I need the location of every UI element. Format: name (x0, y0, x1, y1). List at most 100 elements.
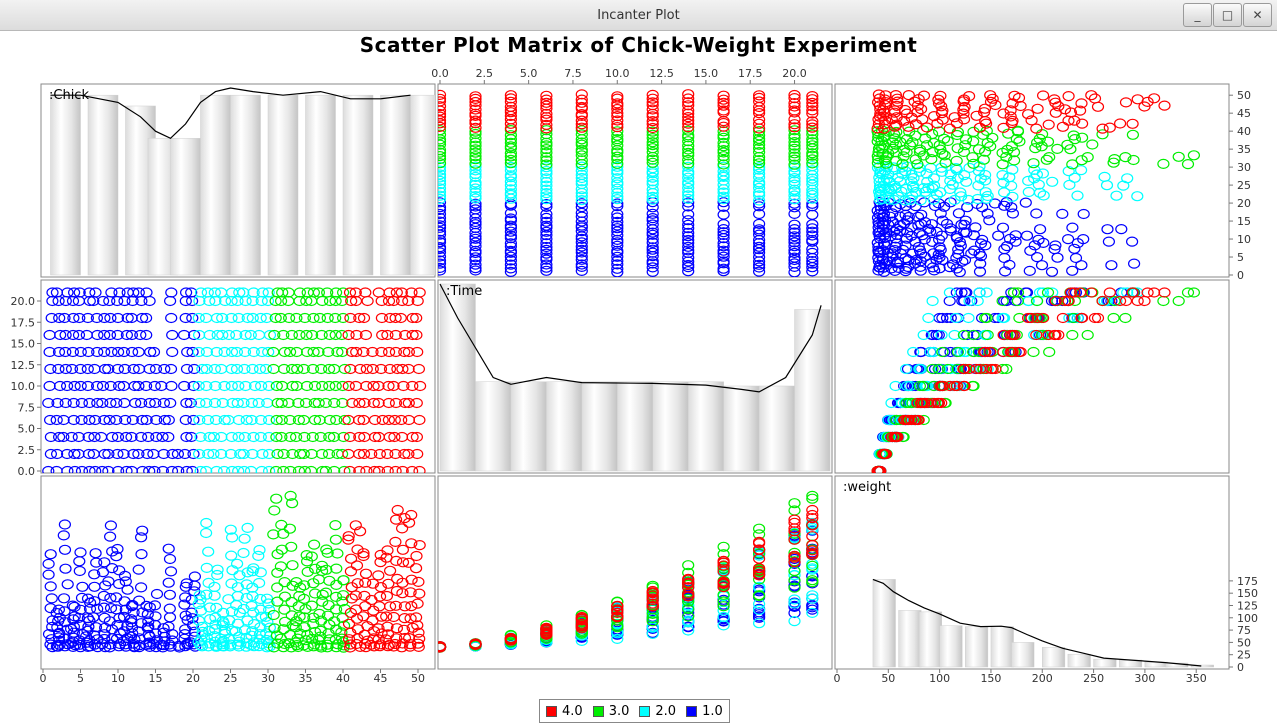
maximize-button[interactable]: □ (1213, 3, 1242, 27)
data-point (299, 397, 313, 409)
data-point (396, 465, 409, 473)
scatter-panel-Time-vs-Chick (438, 89, 819, 277)
data-point (788, 556, 801, 568)
data-point (345, 553, 358, 564)
data-point (646, 215, 659, 226)
data-point (157, 448, 170, 460)
data-point (73, 565, 86, 577)
data-point (59, 346, 72, 358)
data-point (575, 226, 588, 237)
data-point (438, 147, 447, 158)
data-point (973, 266, 987, 277)
data-point (978, 346, 992, 358)
tick-label: 45 (1237, 107, 1251, 120)
data-point (111, 346, 125, 358)
data-point (88, 431, 101, 443)
minimize-button[interactable]: _ (1183, 3, 1212, 27)
data-point (806, 126, 819, 137)
tick-label: 150 (1237, 587, 1258, 600)
tick-label: 10 (1237, 233, 1251, 246)
close-button[interactable]: ✕ (1243, 3, 1272, 27)
data-point (935, 162, 948, 173)
data-point (930, 226, 943, 237)
data-point (412, 627, 425, 638)
data-point (219, 295, 232, 307)
data-point (886, 216, 899, 227)
data-point (158, 414, 171, 426)
data-point (438, 179, 447, 190)
data-point (806, 154, 819, 165)
data-point (307, 346, 320, 358)
data-point (60, 380, 74, 392)
data-point (57, 530, 70, 541)
data-point (180, 397, 193, 409)
data-point (192, 312, 205, 324)
data-point (925, 329, 938, 341)
data-point (178, 380, 191, 392)
data-point (788, 582, 801, 593)
data-point (1011, 126, 1025, 137)
data-point (270, 431, 283, 443)
data-point (611, 183, 624, 194)
data-point (438, 175, 447, 186)
data-point (335, 329, 348, 341)
panel-frame (437, 475, 833, 670)
data-point (992, 230, 1005, 241)
window-titlebar[interactable]: Incanter Plot _ □ ✕ (0, 0, 1277, 31)
data-point (717, 224, 730, 235)
panel-variable-label: :weight (843, 480, 891, 495)
data-point (216, 397, 229, 409)
data-point (948, 329, 961, 341)
data-point (806, 522, 819, 534)
data-point (717, 229, 730, 241)
data-point (941, 363, 954, 375)
data-point (926, 236, 939, 247)
data-point (752, 107, 766, 119)
data-point (575, 620, 588, 631)
data-point (872, 245, 885, 256)
data-point (504, 226, 517, 237)
data-point (184, 397, 197, 409)
data-point (82, 448, 96, 460)
data-point (928, 200, 942, 212)
data-point (1004, 329, 1017, 341)
data-point (389, 448, 402, 460)
data-point (540, 173, 553, 184)
data-point (165, 380, 178, 392)
data-point (300, 380, 314, 392)
data-point (646, 598, 659, 609)
data-point (180, 287, 193, 298)
data-point (957, 329, 971, 341)
data-point (997, 122, 1010, 134)
data-point (717, 197, 730, 208)
data-point (388, 414, 401, 426)
data-point (74, 363, 87, 375)
panel-frame (437, 83, 833, 278)
data-point (575, 101, 588, 113)
data-point (61, 287, 74, 298)
data-point (575, 122, 588, 133)
data-point (469, 128, 482, 140)
data-point (225, 431, 238, 443)
tick-label: 75 (1237, 624, 1251, 637)
data-point (682, 182, 695, 193)
data-point (974, 173, 987, 184)
data-point (306, 633, 319, 644)
data-point (359, 329, 372, 341)
data-point (575, 207, 588, 218)
data-point (717, 541, 730, 552)
data-point (646, 233, 659, 245)
data-point (575, 195, 588, 206)
data-point (872, 227, 885, 238)
data-point (504, 233, 517, 244)
data-point (241, 312, 254, 324)
data-point (158, 363, 171, 375)
data-point (540, 159, 553, 170)
data-point (469, 161, 482, 172)
data-point (911, 211, 925, 222)
data-point (988, 312, 1002, 324)
data-point (917, 380, 930, 392)
data-point (329, 329, 342, 341)
data-point (752, 582, 766, 593)
data-point (996, 363, 1009, 375)
